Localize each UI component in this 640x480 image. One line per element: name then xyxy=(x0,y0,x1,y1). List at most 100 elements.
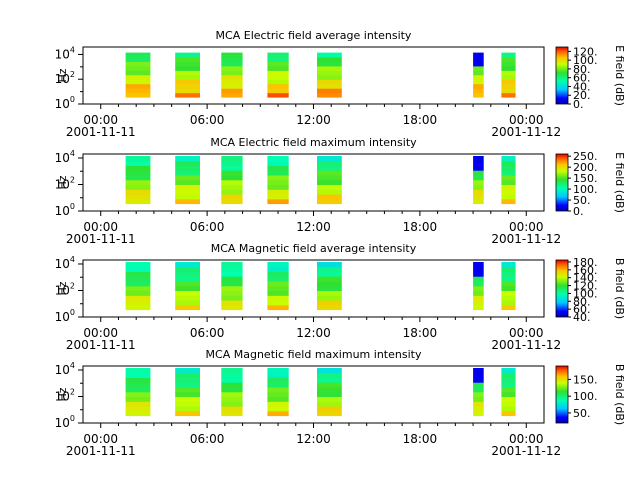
heatmap-cell xyxy=(473,276,484,282)
colorbar-tick-label: 60. xyxy=(573,72,591,85)
heatmap-cell xyxy=(125,266,151,272)
heatmap-cell xyxy=(317,52,342,58)
y-tick-label: 100 xyxy=(55,202,75,218)
heatmap-cell xyxy=(317,88,342,94)
y-tick-label: 104 xyxy=(55,361,75,377)
heatmap-cell xyxy=(175,57,200,62)
colorbar-tick-label: 140. xyxy=(573,272,598,285)
heatmap-cell xyxy=(267,377,289,383)
heatmap-cell xyxy=(267,271,289,277)
heatmap-cell xyxy=(125,179,151,185)
heatmap-cell xyxy=(317,189,342,195)
heatmap-cell xyxy=(175,410,200,417)
heatmap-cell xyxy=(501,74,516,80)
heatmap-cell xyxy=(501,285,516,291)
heatmap-cell xyxy=(501,410,516,417)
heatmap-cell xyxy=(175,170,200,176)
heatmap-cell xyxy=(221,156,243,162)
heatmap-cell xyxy=(501,382,516,388)
heatmap-cell xyxy=(473,377,484,383)
heatmap-cell xyxy=(267,156,289,162)
heatmap-cell xyxy=(473,281,484,287)
heatmap-cell xyxy=(175,391,200,397)
colorbar-tick-label: 120. xyxy=(573,45,598,58)
x-tick-label: 12:00 xyxy=(296,220,331,234)
heatmap-cell xyxy=(221,285,243,291)
heatmap-cell xyxy=(175,74,200,80)
colorbar-tick-label: 20. xyxy=(573,89,591,102)
heatmap-cell xyxy=(175,179,200,185)
heatmap-cell xyxy=(501,396,516,402)
colorbar xyxy=(555,365,569,424)
heatmap-cell xyxy=(267,179,289,185)
heatmap-cell xyxy=(125,401,151,407)
heatmap-cell xyxy=(473,285,484,291)
heatmap-cell xyxy=(221,160,243,166)
heatmap-cell xyxy=(473,61,484,67)
heatmap-cell xyxy=(125,387,151,393)
heatmap-cell xyxy=(317,179,342,185)
heatmap-cell xyxy=(125,194,151,200)
heatmap-cell xyxy=(501,391,516,397)
heatmap-cell xyxy=(221,79,243,85)
heatmap-cell xyxy=(267,61,289,67)
heatmap-cell xyxy=(317,175,342,181)
colorbar-tick-label: 50. xyxy=(573,194,591,207)
data-block xyxy=(317,368,342,417)
y-axis-label: Hz xyxy=(56,175,69,189)
heatmap-cell xyxy=(473,175,484,181)
x-tick-label: 18:00 xyxy=(403,432,438,446)
heatmap-cell xyxy=(473,160,484,166)
heatmap-cell xyxy=(501,189,516,195)
heatmap-cell xyxy=(125,156,151,162)
heatmap-cell xyxy=(175,189,200,195)
data-block xyxy=(267,156,289,205)
heatmap-cell xyxy=(221,184,243,190)
heatmap-cell xyxy=(473,184,484,190)
x-tick-date: 2001-11-12 xyxy=(491,444,561,458)
data-block xyxy=(501,156,516,205)
heatmap-cell xyxy=(125,184,151,190)
heatmap-cell xyxy=(317,372,342,378)
x-tick-label: 18:00 xyxy=(403,113,438,127)
colorbar-tick-label: 150. xyxy=(573,373,598,386)
heatmap-cell xyxy=(317,281,342,287)
heatmap-cell xyxy=(221,66,243,71)
heatmap-cell xyxy=(175,387,200,393)
heatmap-cell xyxy=(221,165,243,171)
data-block xyxy=(267,262,289,311)
heatmap-cell xyxy=(175,61,200,67)
y-axis-label: Hz xyxy=(56,387,69,401)
panel-2: MCA Electric field maximum intensity 100 1… xyxy=(55,136,626,246)
data-block xyxy=(501,262,516,311)
heatmap-cell xyxy=(125,295,151,301)
heatmap-cell xyxy=(175,198,200,205)
heatmap-cell xyxy=(473,170,484,176)
heatmap-cell xyxy=(221,368,243,374)
heatmap-cell xyxy=(267,290,289,296)
heatmap-cell xyxy=(267,401,289,407)
heatmap-cell xyxy=(317,401,342,407)
heatmap-cell xyxy=(221,52,243,58)
heatmap-cell xyxy=(267,295,289,301)
heatmap-cell xyxy=(501,52,516,58)
data-block xyxy=(125,368,151,417)
heatmap-cell xyxy=(221,170,243,176)
heatmap-cell xyxy=(317,83,342,89)
heatmap-cell xyxy=(501,92,516,98)
heatmap-cell xyxy=(125,304,151,311)
colorbar-tick-label: 80. xyxy=(573,63,591,76)
heatmap-cell xyxy=(175,290,200,296)
heatmap-cell xyxy=(317,368,342,374)
heatmap-cell xyxy=(317,57,342,62)
heatmap-cell xyxy=(317,194,342,200)
colorbar-label: E field (dB) xyxy=(613,45,626,106)
heatmap-cell xyxy=(501,165,516,171)
heatmap-cell xyxy=(317,61,342,67)
heatmap-cell xyxy=(317,406,342,412)
heatmap-cell xyxy=(473,79,484,85)
heatmap-cell xyxy=(267,262,289,268)
heatmap-cell xyxy=(317,170,342,176)
heatmap-cell xyxy=(501,295,516,301)
panel-4: MCA Magnetic field maximum intensity 100 1… xyxy=(55,348,626,458)
